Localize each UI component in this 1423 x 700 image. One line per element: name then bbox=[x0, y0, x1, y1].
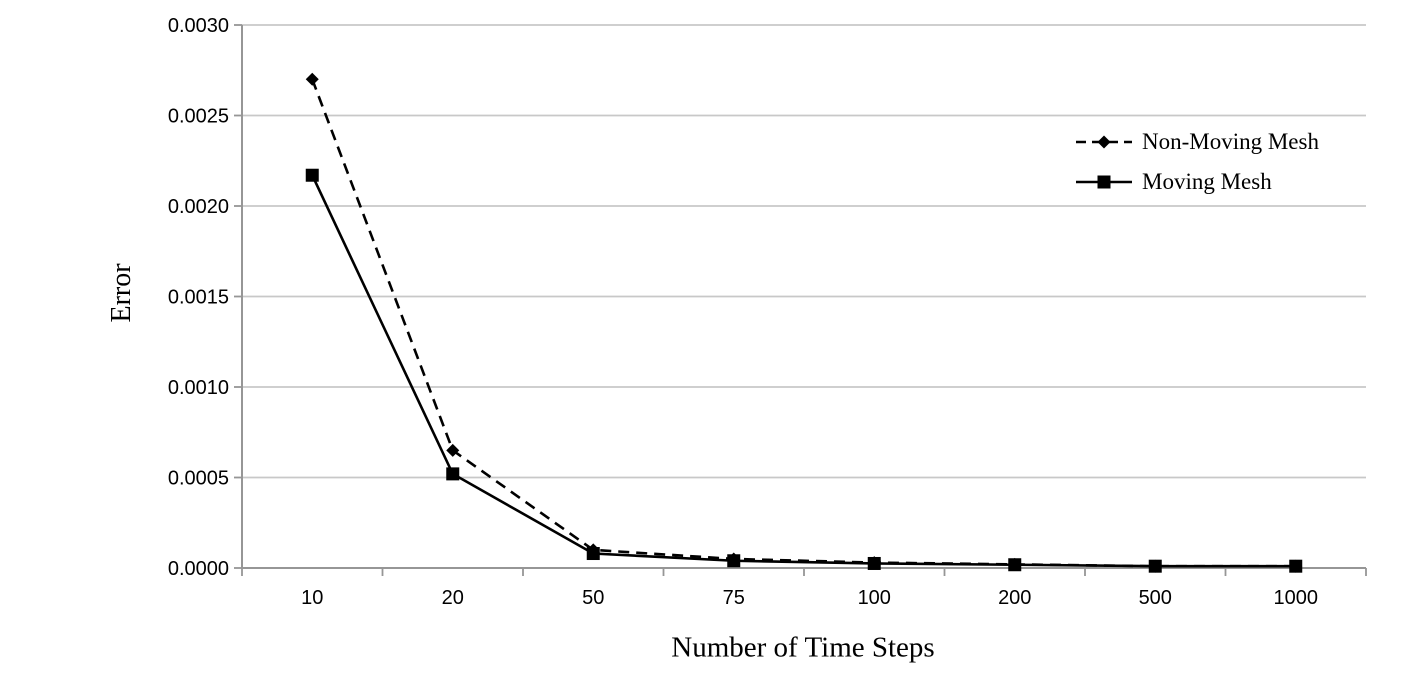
y-tick-label: 0.0005 bbox=[168, 468, 229, 490]
marker-square-moving-mesh bbox=[586, 547, 600, 561]
y-tick-label: 0.0020 bbox=[168, 196, 229, 218]
legend-swatch-diamond-icon bbox=[1076, 135, 1132, 149]
legend-label: Moving Mesh bbox=[1142, 169, 1272, 194]
x-tick-label: 50 bbox=[582, 587, 604, 609]
legend-item-non-moving-mesh: Non-Moving Mesh bbox=[1076, 128, 1319, 156]
marker-square-moving-mesh bbox=[727, 554, 741, 568]
x-axis-title: Number of Time Steps bbox=[671, 631, 935, 664]
legend-swatch-square-icon bbox=[1076, 175, 1132, 189]
x-tick-label: 100 bbox=[858, 587, 891, 609]
marker-square-moving-mesh bbox=[1008, 558, 1022, 572]
y-tick-label: 0.0025 bbox=[168, 106, 229, 128]
marker-square-moving-mesh bbox=[1289, 559, 1303, 573]
marker-diamond-non-moving-mesh bbox=[305, 72, 319, 86]
marker-square-moving-mesh bbox=[867, 556, 881, 570]
x-tick-label: 20 bbox=[442, 587, 464, 609]
marker-square-moving-mesh bbox=[446, 467, 460, 481]
x-tick-label: 75 bbox=[723, 587, 745, 609]
y-tick-label: 0.0030 bbox=[168, 15, 229, 37]
series-line-moving-mesh bbox=[311, 174, 1296, 568]
marker-diamond-non-moving-mesh bbox=[446, 443, 460, 457]
marker-square-moving-mesh bbox=[305, 168, 319, 182]
y-tick-label: 0.0010 bbox=[168, 377, 229, 399]
x-tick-label: 500 bbox=[1139, 587, 1172, 609]
y-axis-title: Error bbox=[106, 263, 137, 323]
marker-square-moving-mesh bbox=[1148, 559, 1162, 573]
legend-item-moving-mesh: Moving Mesh bbox=[1076, 168, 1319, 196]
x-tick-label: 200 bbox=[998, 587, 1031, 609]
x-tick-label: 10 bbox=[301, 587, 323, 609]
legend: Non-Moving Mesh Moving Mesh bbox=[1076, 128, 1319, 196]
y-tick-label: 0.0000 bbox=[168, 558, 229, 580]
legend-label: Non-Moving Mesh bbox=[1142, 129, 1319, 154]
y-tick-label: 0.0015 bbox=[168, 287, 229, 309]
x-tick-label: 1000 bbox=[1274, 587, 1319, 609]
